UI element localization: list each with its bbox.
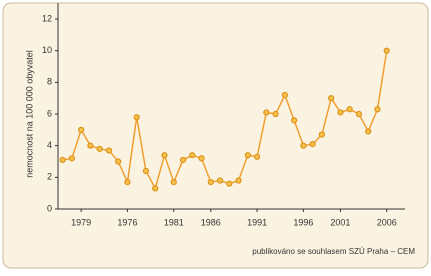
marker <box>328 95 335 102</box>
marker <box>281 91 288 99</box>
panel <box>2 2 429 269</box>
x-tick-label: 1976 <box>117 217 137 227</box>
marker <box>374 106 381 113</box>
marker <box>105 147 113 154</box>
y-axis-label: nemocnost na 100 000 obyvatel <box>24 50 34 178</box>
marker <box>226 180 233 187</box>
x-tick-label: 1981 <box>164 217 184 227</box>
marker <box>142 167 150 175</box>
footnote: publikováno se souhlasem SZÚ Praha – CEM <box>252 247 415 256</box>
marker <box>235 177 242 184</box>
x-tick-label: 1986 <box>201 217 221 227</box>
marker <box>318 131 326 138</box>
marker <box>263 109 270 116</box>
y-tick-label: 10 <box>42 45 52 55</box>
marker <box>365 128 372 135</box>
marker <box>355 110 363 118</box>
marker <box>152 185 159 192</box>
marker <box>68 155 75 162</box>
marker <box>133 114 140 121</box>
marker <box>272 110 279 118</box>
marker <box>198 155 205 162</box>
x-tick-label: 1996 <box>293 217 313 227</box>
x-tick-label: 1991 <box>247 217 267 227</box>
marker <box>337 109 344 116</box>
marker <box>161 152 168 159</box>
marker <box>300 142 307 149</box>
x-tick-label: 2001 <box>330 217 350 227</box>
y-tick-label: 6 <box>47 108 52 118</box>
marker <box>59 156 66 164</box>
marker <box>124 178 131 186</box>
marker <box>87 142 94 149</box>
marker <box>207 178 214 186</box>
y-tick-label: 12 <box>42 13 52 23</box>
marker <box>383 47 390 54</box>
y-tick-label: 8 <box>47 77 52 87</box>
y-tick-label: 4 <box>47 140 52 150</box>
marker <box>96 145 103 152</box>
y-tick-label: 2 <box>47 172 52 182</box>
marker <box>179 156 187 164</box>
marker <box>253 153 261 160</box>
marker <box>78 126 85 133</box>
marker <box>244 152 251 159</box>
marker <box>115 158 122 165</box>
marker <box>346 106 353 113</box>
x-tick-label: 2006 <box>377 217 397 227</box>
marker <box>291 117 298 124</box>
x-tick-label: 1979 <box>71 217 91 227</box>
y-tick-label: 0 <box>47 203 52 213</box>
marker <box>170 178 177 186</box>
marker <box>309 140 316 148</box>
marker <box>189 152 196 159</box>
marker <box>216 177 224 184</box>
